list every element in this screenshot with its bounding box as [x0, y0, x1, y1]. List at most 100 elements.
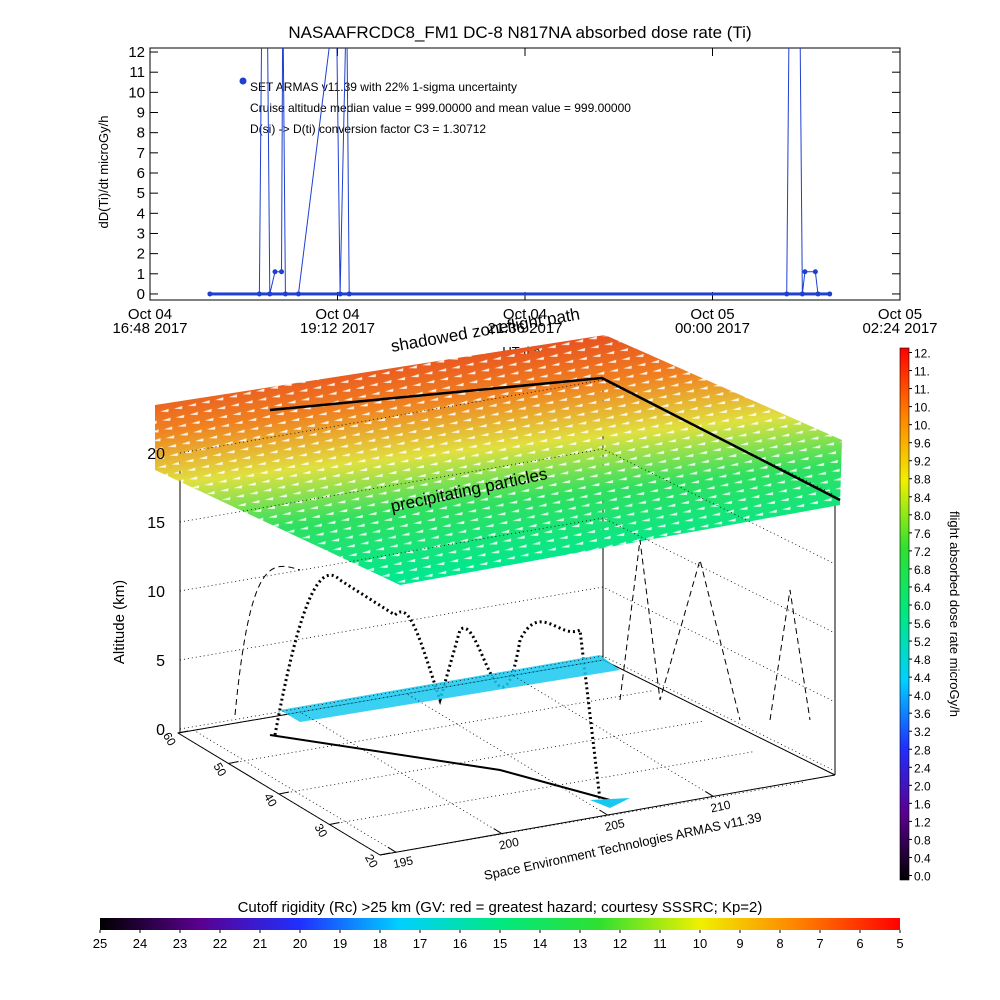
y-tick-label: 3 [137, 225, 145, 242]
colorbar-tick-label: 2.4 [914, 761, 931, 775]
z-axis-label: Altitude (km) [111, 580, 128, 664]
colorbar-tick-label: 5.6 [914, 617, 931, 631]
data-point [812, 269, 818, 275]
lon-tick-label: 195 [392, 853, 415, 871]
y-tick-label: 10 [128, 84, 145, 101]
y-tick-label: 11 [129, 64, 145, 81]
y-tick-label: 6 [137, 165, 145, 182]
y-tick-label: 4 [137, 205, 145, 222]
colorbar-label: Cutoff rigidity (Rc) >25 km (GV: red = g… [238, 899, 763, 916]
annotation: D(si) -> D(ti) conversion factor C3 = 1.… [250, 122, 486, 136]
colorbar [899, 347, 910, 881]
grid-line [278, 720, 705, 795]
colorbar-tick-label: 5.2 [914, 635, 931, 649]
data-point [802, 269, 808, 275]
colorbar-tick-label: 24 [133, 936, 147, 951]
colorbar-tick-label: 3.6 [914, 707, 931, 721]
colorbar-tick-label: 20 [293, 936, 307, 951]
y-axis-label: dD(Ti)/dt microGy/h [96, 116, 111, 229]
grid-line [329, 751, 755, 825]
lon-tick-label: 205 [603, 816, 626, 834]
colorbar-tick-label: 18 [373, 936, 387, 951]
colorbar-tick-label: 11 [653, 936, 667, 951]
lat-tick-label: 40 [261, 791, 280, 810]
lat-tick-label: 50 [211, 760, 230, 779]
colorbar-tick-label: 0.8 [914, 833, 931, 847]
colorbar-tick-label: 2.8 [914, 743, 931, 757]
dose-patch [590, 798, 630, 808]
colorbar-tick-label: 10 [693, 936, 707, 951]
data-point [279, 269, 285, 275]
colorbar-label: flight absorbed dose rate microGy/h [947, 511, 962, 717]
y-tick-label: 8 [137, 125, 145, 142]
colorbar-tick-label: 9 [736, 936, 743, 951]
legend-entry: SET ARMAS v11.39 with 22% 1-sigma uncert… [250, 80, 517, 94]
lat-tick-label: 30 [312, 821, 331, 840]
colorbar-tick-label: 21 [253, 936, 267, 951]
colorbar-tick-label: 10. [914, 419, 931, 433]
colorbar-tick-label: 17 [413, 936, 427, 951]
z-tick-label: 0 [156, 722, 165, 739]
y-tick-label: 7 [137, 145, 145, 162]
altitude-projection [234, 539, 811, 721]
colorbar-tick-label: 15 [493, 936, 507, 951]
grid-line [405, 692, 608, 816]
colorbar-tick-label: 8.4 [914, 491, 931, 505]
colorbar-tick-label: 3.2 [914, 725, 931, 739]
colorbar-tick-label: 7.2 [914, 545, 931, 559]
colorbar-tick-label: 1.6 [914, 797, 931, 811]
right-floor-edge [602, 659, 836, 776]
grid-line [193, 729, 397, 853]
colorbar [100, 918, 900, 930]
colorbar-tick-label: 6 [856, 936, 863, 951]
y-tick-label: 2 [137, 246, 145, 263]
annotation: Cruise altitude median value = 999.00000… [250, 101, 631, 115]
colorbar-tick-label: 19 [333, 936, 347, 951]
grid-line [299, 711, 502, 834]
rigidity-surface [155, 335, 842, 585]
colorbar-tick-label: 4.8 [914, 653, 931, 667]
colorbar-tick-label: 4.4 [914, 671, 931, 685]
flight-path [273, 573, 602, 801]
colorbar-tick-label: 0.4 [914, 851, 931, 865]
x-tick-label: Oct 04 19:12 2017 [300, 306, 375, 337]
colorbar-tick-label: 7.6 [914, 527, 931, 541]
colorbar-tick-label: 23 [173, 936, 187, 951]
z-tick-label: 15 [147, 515, 165, 532]
baseline-dots [209, 292, 830, 296]
data-point [272, 269, 278, 275]
colorbar-tick-label: 8.0 [914, 509, 931, 523]
y-tick-label: 9 [137, 105, 145, 122]
z-tick-label: 5 [156, 653, 165, 670]
colorbar-tick-label: 7 [816, 936, 823, 951]
colorbar-tick-label: 5 [896, 936, 903, 951]
colorbar-tick-label: 4.0 [914, 689, 931, 703]
colorbar-tick-label: 9.6 [914, 437, 931, 451]
colorbar-tick-label: 9.2 [914, 455, 931, 469]
colorbar-tick-label: 14 [533, 936, 547, 951]
colorbar-tick-label: 10. [914, 401, 931, 415]
x-tick-label: Oct 04 16:48 2017 [112, 306, 187, 337]
colorbar-tick-label: 6.0 [914, 599, 931, 613]
lon-tick-label: 210 [709, 797, 732, 815]
lat-tick-label: 20 [362, 852, 381, 871]
y-tick-label: 0 [137, 286, 145, 303]
x-tick-label: Oct 05 00:00 2017 [675, 306, 750, 337]
colorbar-tick-label: 12 [613, 936, 627, 951]
colorbar-tick-label: 8.8 [914, 473, 931, 487]
z-tick-label: 20 [147, 446, 165, 463]
y-tick-label: 12 [128, 44, 145, 61]
colorbar-tick-label: 11. [914, 365, 930, 379]
colorbar-tick-label: 6.4 [914, 581, 931, 595]
colorbar-tick-label: 1.2 [914, 815, 931, 829]
colorbar-tick-label: 11. [914, 383, 930, 397]
plot-area [207, 48, 833, 297]
colorbar-tick-label: 13 [573, 936, 587, 951]
colorbar-tick-label: 2.0 [914, 779, 931, 793]
chart-title: NASAAFRCDC8_FM1 DC-8 N817NA absorbed dos… [288, 23, 751, 42]
grid-line [511, 674, 714, 797]
lat-tick-label: 60 [160, 730, 179, 749]
series-line [209, 48, 830, 295]
y-tick-label: 5 [137, 185, 145, 202]
